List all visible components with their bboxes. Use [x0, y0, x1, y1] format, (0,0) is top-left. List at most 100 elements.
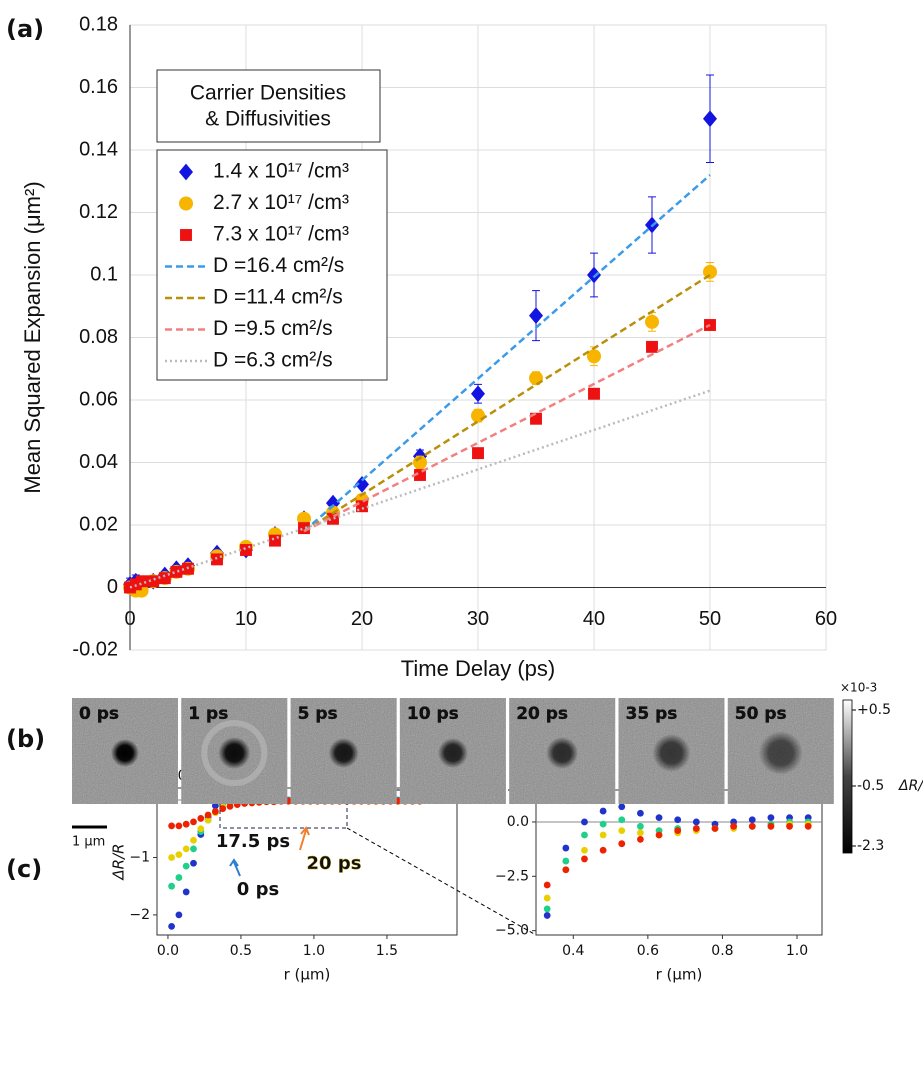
- image-spot: [546, 737, 579, 769]
- x-tick-label: 0.5: [230, 943, 252, 959]
- marker: [587, 266, 601, 284]
- marker: [240, 544, 252, 556]
- marker: [326, 494, 340, 512]
- image-label: 5 ps: [298, 704, 338, 724]
- fit-line: [303, 323, 711, 533]
- y-tick-label: 0.18: [79, 13, 118, 35]
- marker: [637, 835, 644, 843]
- marker: [269, 534, 281, 547]
- marker: [581, 855, 588, 863]
- marker: [182, 862, 190, 870]
- marker: [168, 822, 175, 830]
- arrow: [229, 858, 241, 877]
- marker: [204, 811, 212, 819]
- image-spot: [218, 737, 251, 769]
- colorbar: [842, 699, 853, 854]
- marker: [562, 857, 570, 865]
- y-tick-label: −2: [129, 907, 150, 923]
- marker: [471, 385, 485, 403]
- marker: [748, 822, 756, 830]
- image-label: 1 ps: [188, 704, 228, 724]
- fit-line: [303, 273, 711, 533]
- marker: [529, 307, 543, 325]
- colorbar-label: ΔR/R: [898, 778, 923, 794]
- y-tick-label: 0.08: [79, 326, 118, 348]
- colorbar-scale: ×10-3: [840, 681, 877, 695]
- marker: [804, 822, 812, 830]
- x-tick-label: 20: [351, 608, 373, 630]
- y-tick-label: 0.16: [79, 76, 118, 98]
- marker: [618, 840, 626, 848]
- y-tick-label: 0: [107, 576, 118, 598]
- marker: [703, 110, 717, 128]
- legend-marker: [179, 196, 193, 211]
- marker: [182, 845, 190, 853]
- x-axis-label: r (μm): [284, 966, 331, 984]
- marker: [190, 818, 197, 826]
- y-tick-label: −1: [129, 849, 150, 865]
- marker: [703, 264, 717, 279]
- marker: [211, 553, 223, 566]
- marker: [543, 905, 551, 913]
- fit-line: [303, 174, 711, 533]
- marker: [175, 874, 183, 881]
- marker: [472, 447, 484, 460]
- marker: [211, 802, 219, 810]
- marker: [182, 820, 190, 828]
- y-tick-label: 0.0: [507, 814, 529, 830]
- marker: [599, 846, 607, 854]
- panel-label: (a): [6, 15, 44, 43]
- x-tick-label: 0.8: [711, 943, 733, 959]
- legend-marker: [179, 163, 193, 181]
- marker: [674, 816, 682, 824]
- marker: [618, 803, 626, 811]
- x-axis-label: r (μm): [656, 966, 703, 984]
- marker: [530, 412, 542, 425]
- marker: [168, 882, 175, 890]
- x-tick-label: 1.0: [786, 943, 808, 959]
- marker: [562, 844, 570, 852]
- legend-label: 1.4 x 10¹⁷ /cm³: [213, 160, 349, 183]
- x-tick-label: 50: [699, 608, 721, 630]
- marker: [226, 802, 234, 810]
- marker: [599, 831, 607, 839]
- y-tick-label: 0.14: [79, 138, 118, 160]
- x-tick-label: 1.0: [303, 943, 325, 959]
- marker: [168, 854, 175, 861]
- arrow: [299, 826, 310, 851]
- marker: [190, 859, 197, 867]
- colorbar-tick-label: +0.5: [857, 702, 891, 718]
- x-tick-label: 60: [815, 608, 837, 630]
- marker: [355, 475, 369, 493]
- marker: [414, 469, 426, 481]
- x-tick-label: 30: [467, 608, 489, 630]
- marker: [147, 575, 160, 588]
- marker: [692, 825, 700, 832]
- y-tick-label: 0.12: [79, 201, 118, 223]
- marker: [711, 825, 719, 832]
- marker: [618, 827, 626, 835]
- scale-bar-label: 1 μm: [72, 835, 105, 850]
- marker: [655, 814, 663, 822]
- marker: [674, 827, 682, 835]
- image-ring: [201, 720, 268, 786]
- y-tick-label: -0.02: [72, 638, 118, 660]
- marker: [197, 825, 205, 833]
- image-spot: [652, 734, 691, 772]
- marker: [646, 340, 658, 353]
- marker: [175, 911, 183, 919]
- marker: [211, 808, 219, 815]
- marker: [637, 829, 644, 837]
- series-annotation: 17.5 ps: [216, 831, 290, 852]
- marker: [327, 512, 339, 525]
- y-axis-label: ΔR/R: [110, 843, 128, 880]
- legend-title: Carrier Densities: [190, 82, 346, 105]
- legend-label: D =16.4 cm²/s: [213, 254, 344, 277]
- y-tick-label: 0.04: [79, 451, 118, 473]
- image-label: 0 ps: [79, 704, 119, 724]
- marker: [135, 575, 148, 588]
- legend-box: [156, 149, 388, 381]
- legend-label: D =6.3 cm²/s: [213, 349, 333, 372]
- marker: [562, 866, 570, 874]
